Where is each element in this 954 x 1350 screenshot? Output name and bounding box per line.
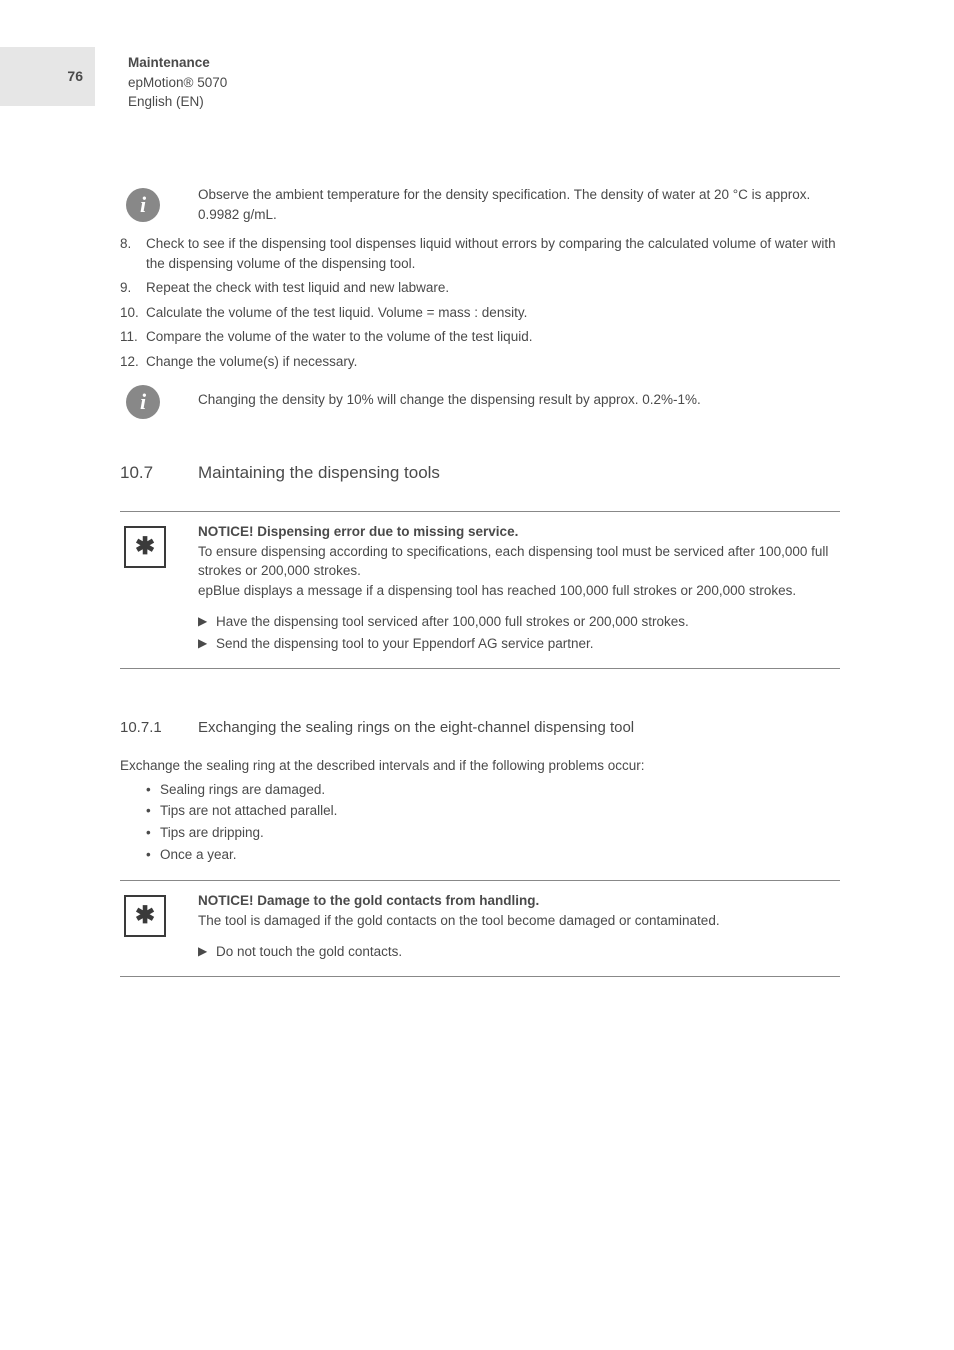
notice-action-list: ▶ Do not touch the gold contacts. [198,942,840,962]
notice-action-list: ▶ Have the dispensing tool serviced afte… [198,612,840,653]
info-note-2-text: Changing the density by 10% will change … [198,382,840,410]
info-icon-wrap: i [120,382,198,419]
notice-icon: ✱ [124,895,166,937]
notice-action-item: ▶ Do not touch the gold contacts. [198,942,840,962]
step-text: Compare the volume of the water to the v… [146,327,840,347]
info-note-1-text: Observe the ambient temperature for the … [198,185,840,224]
step-8: 8. Check to see if the dispensing tool d… [120,234,840,273]
arrow-icon: ▶ [198,942,216,962]
header-language: English (EN) [128,92,227,112]
arrow-icon: ▶ [198,634,216,654]
notice-action-text: Send the dispensing tool to your Eppendo… [216,634,840,654]
section-10-7-1-heading: 10.7.1 Exchanging the sealing rings on t… [120,717,840,739]
notice-title: NOTICE! Damage to the gold contacts from… [198,891,840,911]
notice-paragraph: The tool is damaged if the gold contacts… [198,911,840,931]
bullet-item: • Tips are not attached parallel. [146,801,840,821]
step-text: Change the volume(s) if necessary. [146,352,840,372]
page-number: 76 [67,66,83,86]
step-number: 10. [120,303,146,323]
step-number: 12. [120,352,146,372]
page-content: i Observe the ambient temperature for th… [120,185,840,977]
notice-service: ✱ NOTICE! Dispensing error due to missin… [120,511,840,668]
arrow-icon: ▶ [198,612,216,632]
bullet-text: Sealing rings are damaged. [160,780,840,800]
notice-paragraph: To ensure dispensing according to specif… [198,542,840,581]
step-text: Check to see if the dispensing tool disp… [146,234,840,273]
notice-body: NOTICE! Damage to the gold contacts from… [198,891,840,964]
section-number: 10.7 [120,461,198,486]
notice-paragraph: epBlue displays a message if a dispensin… [198,581,840,601]
exchange-intro: Exchange the sealing ring at the describ… [120,756,840,776]
info-icon: i [126,385,160,419]
notice-gold-contacts: ✱ NOTICE! Damage to the gold contacts fr… [120,880,840,977]
step-11: 11. Compare the volume of the water to t… [120,327,840,347]
bullet-item: • Once a year. [146,845,840,865]
header-product: epMotion® 5070 [128,73,227,93]
notice-body: NOTICE! Dispensing error due to missing … [198,522,840,655]
step-number: 11. [120,327,146,347]
bullet-text: Once a year. [160,845,840,865]
page-number-box: 76 [0,47,95,106]
step-9: 9. Repeat the check with test liquid and… [120,278,840,298]
bullet-item: • Tips are dripping. [146,823,840,843]
notice-action-text: Do not touch the gold contacts. [216,942,840,962]
info-note-2: i Changing the density by 10% will chang… [120,382,840,419]
notice-action-item: ▶ Have the dispensing tool serviced afte… [198,612,840,632]
bullet-icon: • [146,780,160,800]
info-icon: i [126,188,160,222]
notice-icon-wrap: ✱ [120,522,198,655]
step-10: 10. Calculate the volume of the test liq… [120,303,840,323]
bullet-text: Tips are dripping. [160,823,840,843]
step-number: 9. [120,278,146,298]
bullet-icon: • [146,801,160,821]
step-number: 8. [120,234,146,273]
bullet-icon: • [146,823,160,843]
bullet-item: • Sealing rings are damaged. [146,780,840,800]
info-note-1: i Observe the ambient temperature for th… [120,185,840,224]
bullet-text: Tips are not attached parallel. [160,801,840,821]
problem-bullet-list: • Sealing rings are damaged. • Tips are … [146,780,840,864]
subsection-title: Exchanging the sealing rings on the eigh… [198,717,634,739]
notice-icon-wrap: ✱ [120,891,198,964]
notice-title: NOTICE! Dispensing error due to missing … [198,522,840,542]
notice-icon: ✱ [124,526,166,568]
step-text: Calculate the volume of the test liquid.… [146,303,840,323]
header-title: Maintenance [128,53,227,73]
page-header: Maintenance epMotion® 5070 English (EN) [128,53,227,112]
step-text: Repeat the check with test liquid and ne… [146,278,840,298]
subsection-number: 10.7.1 [120,717,198,739]
section-10-7-heading: 10.7 Maintaining the dispensing tools [120,461,840,486]
bullet-icon: • [146,845,160,865]
notice-action-text: Have the dispensing tool serviced after … [216,612,840,632]
section-title: Maintaining the dispensing tools [198,461,440,486]
notice-action-item: ▶ Send the dispensing tool to your Eppen… [198,634,840,654]
step-12: 12. Change the volume(s) if necessary. [120,352,840,372]
info-icon-wrap: i [120,185,198,222]
